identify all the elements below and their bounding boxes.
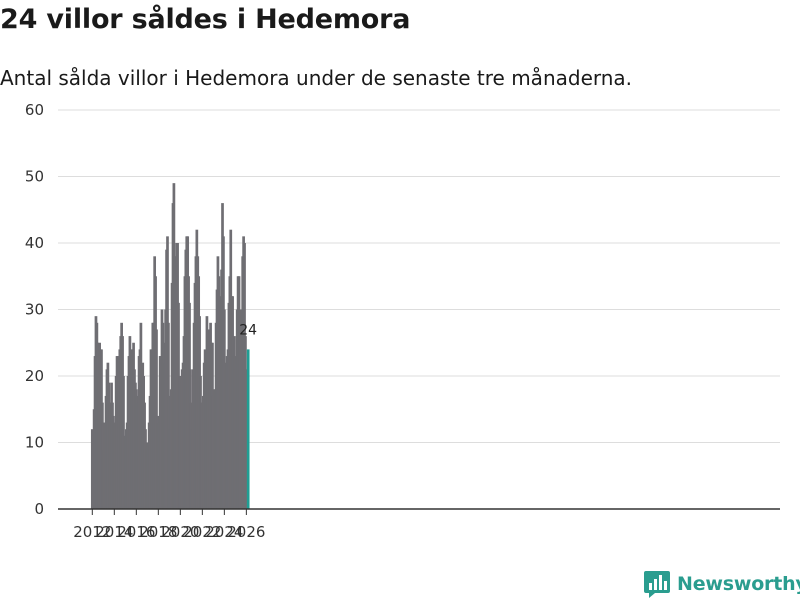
y-tick-label: 20 xyxy=(25,367,44,385)
bar xyxy=(155,329,158,509)
x-tick-label: 2012 xyxy=(73,523,111,541)
y-tick-label: 30 xyxy=(25,301,44,319)
brand-logo: Newsworthy xyxy=(643,568,800,600)
y-tick-label: 50 xyxy=(25,168,44,186)
x-tick-label: 2016 xyxy=(117,523,155,541)
chart-title: 24 villor såldes i Hedemora xyxy=(0,4,411,35)
bar-latest xyxy=(246,349,250,509)
x-tick-label: 2020 xyxy=(161,523,199,541)
data-label-latest: 24 xyxy=(239,322,257,338)
y-tick-label: 10 xyxy=(25,434,44,452)
brand-name: Newsworthy xyxy=(677,573,800,595)
bars xyxy=(90,183,250,509)
y-tick-label: 60 xyxy=(25,101,44,119)
y-tick-label: 0 xyxy=(34,500,44,518)
x-tick-label: 2024 xyxy=(205,523,243,541)
newsworthy-logo-icon xyxy=(644,571,670,598)
x-tick-label: 2022 xyxy=(183,523,221,541)
annotations: 24 xyxy=(239,322,257,338)
chart-subtitle: Antal sålda villor i Hedemora under de s… xyxy=(0,66,633,90)
x-tick-label: 2018 xyxy=(139,523,177,541)
y-tick-label: 40 xyxy=(25,234,44,252)
y-axis-ticks: 0 10 20 30 40 50 60 xyxy=(25,101,44,518)
x-tick-label: 2026 xyxy=(227,523,265,541)
x-tick-label: 2014 xyxy=(95,523,133,541)
